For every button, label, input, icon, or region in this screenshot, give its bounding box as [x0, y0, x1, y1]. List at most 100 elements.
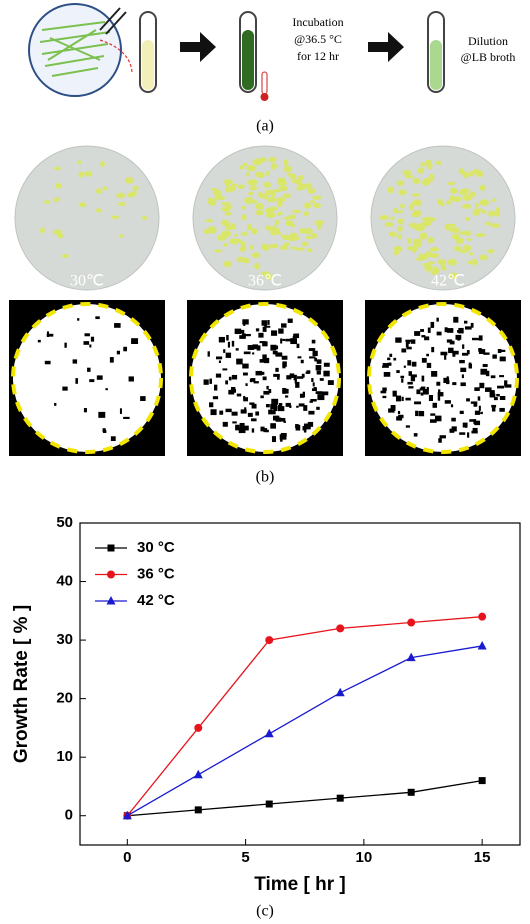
speck — [437, 396, 441, 401]
colony — [57, 233, 64, 239]
speck — [289, 373, 295, 378]
speck — [278, 402, 283, 409]
speck — [266, 429, 269, 433]
tube-diluted — [430, 40, 442, 90]
speck — [440, 351, 448, 356]
colony — [397, 210, 404, 214]
speck — [267, 320, 270, 325]
colony — [451, 233, 460, 240]
speck — [105, 388, 108, 391]
colony — [262, 193, 269, 200]
colony — [466, 237, 473, 241]
marker — [265, 636, 274, 645]
speck — [408, 371, 412, 376]
speck — [483, 352, 490, 355]
speck — [309, 400, 313, 403]
colony — [258, 191, 263, 199]
colony — [396, 180, 405, 186]
tube-medium — [142, 40, 154, 90]
speck — [427, 327, 431, 333]
colony — [52, 229, 63, 235]
colony — [422, 219, 432, 226]
colony — [316, 225, 322, 230]
legend-label: 36 °C — [137, 565, 175, 582]
legend-label: 30 °C — [137, 539, 175, 556]
x-axis-label: Time [ hr ] — [254, 874, 346, 895]
speck — [439, 435, 446, 439]
colony — [427, 236, 435, 244]
colony — [417, 167, 425, 174]
speck — [275, 352, 283, 357]
colony — [54, 182, 62, 189]
speck — [302, 391, 306, 398]
colony — [240, 205, 246, 210]
speck — [478, 335, 483, 341]
speck — [327, 380, 334, 385]
incubation-text: @36.5 °C — [294, 32, 342, 46]
speck — [295, 381, 300, 388]
speck — [203, 379, 209, 385]
speck — [500, 349, 506, 352]
speck — [311, 388, 317, 392]
speck — [321, 391, 329, 396]
speck — [314, 357, 317, 362]
speck — [388, 408, 395, 413]
colony — [426, 163, 434, 168]
colony — [398, 189, 407, 196]
speck — [260, 395, 264, 399]
speck — [212, 396, 219, 400]
colony — [468, 251, 474, 256]
speck — [460, 367, 467, 372]
speck — [428, 395, 434, 401]
colony — [441, 264, 447, 271]
panel-label: (a) — [256, 118, 274, 135]
colony — [393, 245, 403, 253]
colony — [127, 192, 136, 198]
speck — [453, 316, 459, 323]
speck — [405, 397, 411, 401]
colony — [225, 186, 234, 193]
speck — [83, 341, 90, 345]
colony — [132, 185, 139, 191]
colony — [379, 214, 389, 220]
colony — [264, 273, 274, 280]
colony — [295, 236, 300, 241]
speck — [259, 371, 265, 375]
speck — [259, 359, 267, 363]
colony — [296, 186, 302, 191]
speck — [450, 404, 454, 408]
series-line — [127, 779, 483, 817]
marker — [478, 777, 486, 785]
speck — [459, 432, 466, 435]
series-line — [126, 616, 483, 817]
speck — [459, 359, 465, 364]
colony — [309, 199, 315, 204]
colony — [282, 193, 291, 199]
speck — [245, 383, 248, 386]
speck — [380, 390, 387, 394]
speck — [316, 359, 322, 364]
colony — [432, 266, 439, 273]
thermometer-bulb — [260, 93, 269, 101]
speck — [459, 410, 464, 415]
speck — [435, 415, 442, 422]
arrow — [368, 32, 404, 62]
speck — [318, 395, 322, 399]
speck — [242, 319, 249, 325]
colony — [249, 245, 254, 250]
colony — [475, 233, 486, 238]
speck — [263, 357, 270, 364]
x-tick-label: 10 — [356, 849, 373, 866]
speck — [436, 317, 439, 322]
colony — [408, 222, 418, 228]
colony — [224, 211, 232, 216]
speck — [75, 378, 78, 384]
speck — [426, 387, 429, 391]
colony — [116, 192, 126, 199]
colony — [424, 160, 431, 165]
colony — [249, 185, 258, 191]
speck — [467, 432, 470, 438]
speck — [261, 320, 268, 326]
speck — [268, 409, 273, 415]
speck — [240, 409, 247, 414]
